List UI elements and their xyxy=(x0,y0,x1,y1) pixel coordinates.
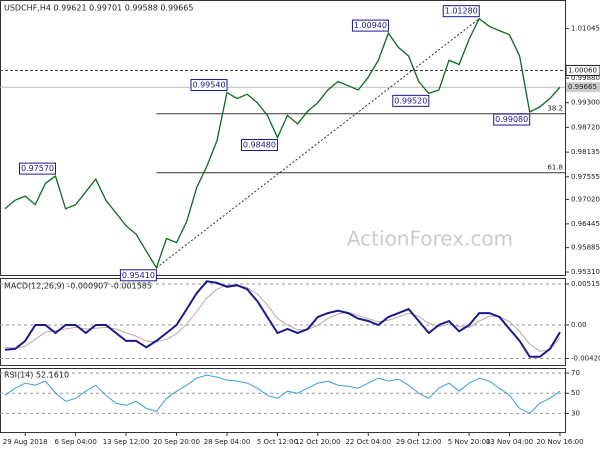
annotation-label: 0.99080 xyxy=(495,115,528,124)
chart-title: USDCHF,H4 0.99621 0.99701 0.99588 0.9966… xyxy=(4,4,193,13)
annotation-label: 0.95410 xyxy=(122,271,155,280)
annotation-box xyxy=(240,139,278,151)
annotation-box xyxy=(351,19,389,32)
annotation-box xyxy=(493,113,531,126)
price-line xyxy=(4,17,561,270)
rsi-panel xyxy=(0,368,566,433)
y-tick-label: 0.98720 xyxy=(571,123,600,131)
x-tick-label: 22 Oct 04:00 xyxy=(345,438,391,446)
macd-label: MACD(12,26,9) -0.000907 -0.001585 xyxy=(4,282,152,291)
x-tick-label: 13 Sep 12:00 xyxy=(103,438,150,446)
y-tick-label: 0.97555 xyxy=(571,173,600,181)
annotation-box xyxy=(190,79,228,92)
annotation-box xyxy=(119,269,157,282)
rsi-line xyxy=(4,374,561,415)
y-tick-label: 70 xyxy=(571,369,580,377)
y-tick-label: 1.01045 xyxy=(571,25,600,33)
macd-line xyxy=(4,284,561,352)
y-tick-label: 0.95885 xyxy=(571,244,600,252)
annotation-box xyxy=(392,94,430,107)
annotation-label: 0.97570 xyxy=(21,164,54,173)
x-tick-label: 29 Aug 2018 xyxy=(3,438,48,446)
y-tick-label: -0.004209 xyxy=(571,354,600,362)
x-tick-label: 5 Nov 20:00 xyxy=(448,438,491,446)
x-tick-label: 13 Nov 04:00 xyxy=(486,438,533,446)
level-label: 1.00060 xyxy=(568,66,597,74)
annotation-label: 1.01280 xyxy=(445,7,478,16)
fib-label: 38.2 xyxy=(547,105,563,113)
annotation-label: 0.99520 xyxy=(394,96,427,105)
annotation-label: 1.00940 xyxy=(354,21,387,30)
y-tick-label: 0.005154 xyxy=(571,280,600,288)
y-tick-label: 0.99880 xyxy=(571,74,600,82)
x-tick-label: 20 Nov 16:00 xyxy=(536,438,583,446)
y-tick-label: 0.97020 xyxy=(571,195,600,203)
level-box xyxy=(565,64,600,76)
y-tick-label: 50 xyxy=(571,389,580,397)
x-tick-label: 29 Oct 12:00 xyxy=(396,438,442,446)
x-tick-label: 12 Oct 20:00 xyxy=(295,438,341,446)
watermark: ActionForex.com xyxy=(347,227,513,251)
annotation-box xyxy=(18,162,56,175)
y-tick-label: 0.96445 xyxy=(571,220,600,228)
annotation-label: 0.98480 xyxy=(243,141,276,150)
y-tick-label: 0.95310 xyxy=(571,268,600,276)
annotation-label: 0.99540 xyxy=(192,81,225,90)
x-tick-label: 28 Sep 04:00 xyxy=(204,438,251,446)
y-tick-label: 0.98135 xyxy=(571,148,600,156)
price-panel xyxy=(0,0,566,276)
y-tick-label: 0.99300 xyxy=(571,99,600,107)
x-tick-label: 20 Sep 20:00 xyxy=(153,438,200,446)
annotation-box xyxy=(442,5,480,18)
y-tick-label: 0.00 xyxy=(571,321,587,329)
fib-label: 61.8 xyxy=(547,164,563,172)
macd-panel xyxy=(0,278,566,366)
last-box xyxy=(566,82,600,93)
rsi-label: RSI(14) 52.1610 xyxy=(4,371,69,380)
y-tick-label: 30 xyxy=(571,409,580,417)
macd-line xyxy=(4,280,561,358)
x-tick-label: 6 Sep 04:00 xyxy=(55,438,97,446)
last-label: 0.99665 xyxy=(568,83,597,91)
x-tick-label: 5 Oct 12:00 xyxy=(257,438,298,446)
